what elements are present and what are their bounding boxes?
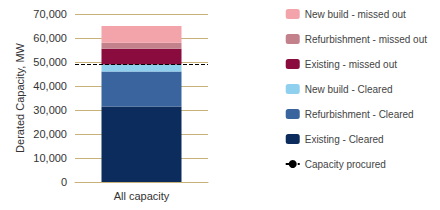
svg-text:Refurbishment - missed out: Refurbishment - missed out (305, 34, 427, 45)
svg-text:Existing - missed out: Existing - missed out (305, 59, 397, 70)
svg-text:40,000: 40,000 (33, 80, 67, 92)
svg-text:New build - missed out: New build - missed out (305, 9, 406, 20)
svg-text:20,000: 20,000 (33, 128, 67, 140)
svg-text:50,000: 50,000 (33, 56, 67, 68)
svg-text:Capacity procured: Capacity procured (305, 159, 386, 170)
svg-text:60,000: 60,000 (33, 32, 67, 44)
svg-text:Existing - Cleared: Existing - Cleared (305, 134, 384, 145)
svg-text:All capacity: All capacity (114, 190, 170, 202)
svg-text:New build - Cleared: New build - Cleared (305, 84, 393, 95)
svg-text:Refurbishment - Cleared: Refurbishment - Cleared (305, 109, 414, 120)
svg-text:10,000: 10,000 (33, 152, 67, 164)
svg-text:0: 0 (61, 176, 67, 188)
svg-text:Derated Capacity, MW: Derated Capacity, MW (14, 42, 26, 152)
svg-text:70,000: 70,000 (33, 8, 67, 20)
svg-text:30,000: 30,000 (33, 104, 67, 116)
